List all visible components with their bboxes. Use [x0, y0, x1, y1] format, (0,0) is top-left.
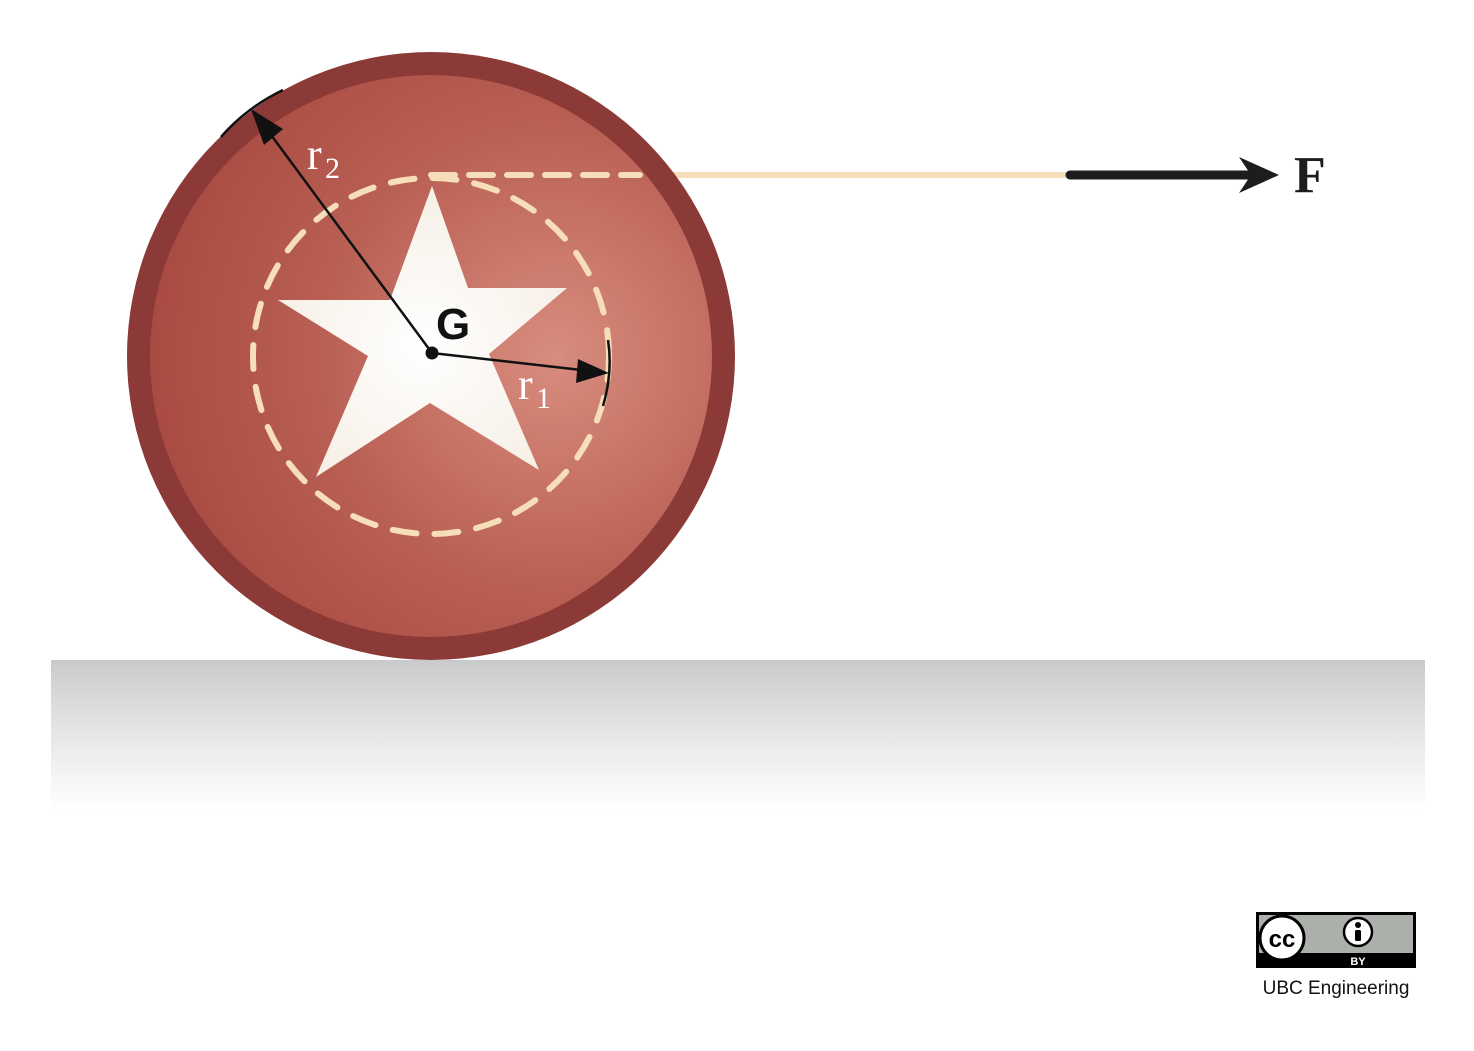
outer-radius-arrowhead — [251, 109, 283, 145]
cc-circle-icon — [1258, 914, 1306, 962]
cc-by-badge: cc BY — [1256, 912, 1416, 968]
outer-radius-arrow — [258, 119, 434, 354]
outer-radius-label: r — [307, 130, 322, 179]
attribution-body — [1355, 930, 1361, 941]
inner-radius-subscript: 1 — [536, 382, 551, 415]
force-arrowhead — [1239, 157, 1279, 193]
credit-text: UBC Engineering — [1262, 978, 1410, 999]
center-point — [425, 346, 439, 360]
ground-surface — [51, 660, 1425, 810]
star-emblem — [278, 186, 567, 477]
cc-icon-text: cc — [1269, 926, 1296, 953]
inner-radius-arrow — [431, 351, 591, 373]
inner-radius-tick — [601, 339, 611, 407]
by-label: BY — [1350, 956, 1366, 968]
force-label: F — [1294, 147, 1326, 204]
attribution-head — [1355, 922, 1361, 928]
center-label: G — [436, 300, 470, 349]
outer-radius-subscript: 2 — [325, 152, 340, 185]
inner-radius-arrowhead — [576, 359, 609, 383]
outer-radius-tick — [220, 88, 284, 138]
inner-radius-label: r — [518, 360, 533, 409]
